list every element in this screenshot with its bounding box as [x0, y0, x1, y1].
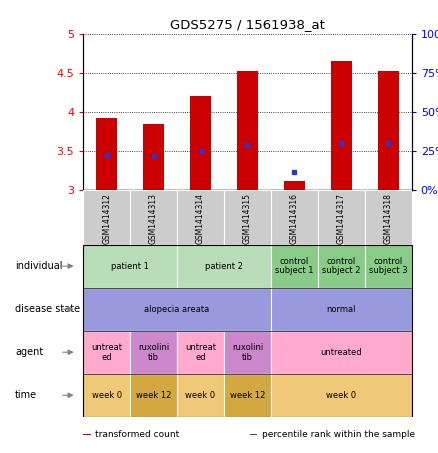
Bar [190, 96, 211, 190]
Text: alopecia areata: alopecia areata [145, 305, 210, 313]
Text: control
subject 2: control subject 2 [322, 257, 360, 275]
Title: GDS5275 / 1561938_at: GDS5275 / 1561938_at [170, 19, 325, 31]
Bar [130, 374, 177, 417]
Bar [284, 181, 305, 190]
Bar [318, 245, 365, 288]
Bar [318, 190, 365, 245]
Bar [271, 288, 412, 331]
Text: percentile rank within the sample: percentile rank within the sample [262, 430, 415, 439]
Bar [271, 374, 412, 417]
Text: untreat
ed: untreat ed [91, 343, 122, 361]
Bar [224, 374, 271, 417]
Text: individual: individual [15, 261, 63, 271]
Text: week 0: week 0 [326, 391, 357, 400]
Bar [177, 190, 224, 245]
Text: disease state: disease state [15, 304, 80, 314]
Text: control
subject 3: control subject 3 [369, 257, 408, 275]
Bar [237, 71, 258, 190]
Text: week 0: week 0 [185, 391, 215, 400]
Text: transformed count: transformed count [95, 430, 180, 439]
Text: week 12: week 12 [136, 391, 171, 400]
Text: patient 1: patient 1 [111, 262, 149, 270]
Text: GSM1414312: GSM1414312 [102, 193, 111, 244]
Bar [224, 190, 271, 245]
Bar [83, 288, 271, 331]
Bar [83, 434, 91, 435]
Bar [250, 434, 257, 435]
Text: GSM1414318: GSM1414318 [384, 193, 393, 244]
Bar [365, 190, 412, 245]
Bar [130, 190, 177, 245]
Bar [271, 245, 318, 288]
Text: GSM1414314: GSM1414314 [196, 193, 205, 244]
Text: week 0: week 0 [92, 391, 122, 400]
Bar [143, 124, 164, 190]
Bar [83, 331, 130, 374]
Bar [177, 374, 224, 417]
Bar [378, 71, 399, 190]
Text: patient 2: patient 2 [205, 262, 243, 270]
Text: untreat
ed: untreat ed [185, 343, 216, 361]
Bar [177, 331, 224, 374]
Text: normal: normal [327, 305, 356, 313]
Bar [271, 331, 412, 374]
Text: GSM1414316: GSM1414316 [290, 193, 299, 244]
Bar [83, 374, 130, 417]
Text: time: time [15, 390, 37, 400]
Text: control
subject 1: control subject 1 [275, 257, 314, 275]
Text: GSM1414317: GSM1414317 [337, 193, 346, 244]
Text: GSM1414313: GSM1414313 [149, 193, 158, 244]
Bar [365, 245, 412, 288]
Bar [96, 118, 117, 190]
Bar [331, 61, 352, 190]
Bar [271, 190, 318, 245]
Bar [83, 245, 177, 288]
Text: GSM1414315: GSM1414315 [243, 193, 252, 244]
Text: untreated: untreated [321, 348, 362, 357]
Bar [83, 245, 412, 417]
Text: ruxolini
tib: ruxolini tib [232, 343, 263, 361]
Bar [83, 190, 130, 245]
Text: week 12: week 12 [230, 391, 265, 400]
Bar [130, 331, 177, 374]
Text: ruxolini
tib: ruxolini tib [138, 343, 169, 361]
Bar [177, 245, 271, 288]
Text: agent: agent [15, 347, 43, 357]
Bar [224, 331, 271, 374]
